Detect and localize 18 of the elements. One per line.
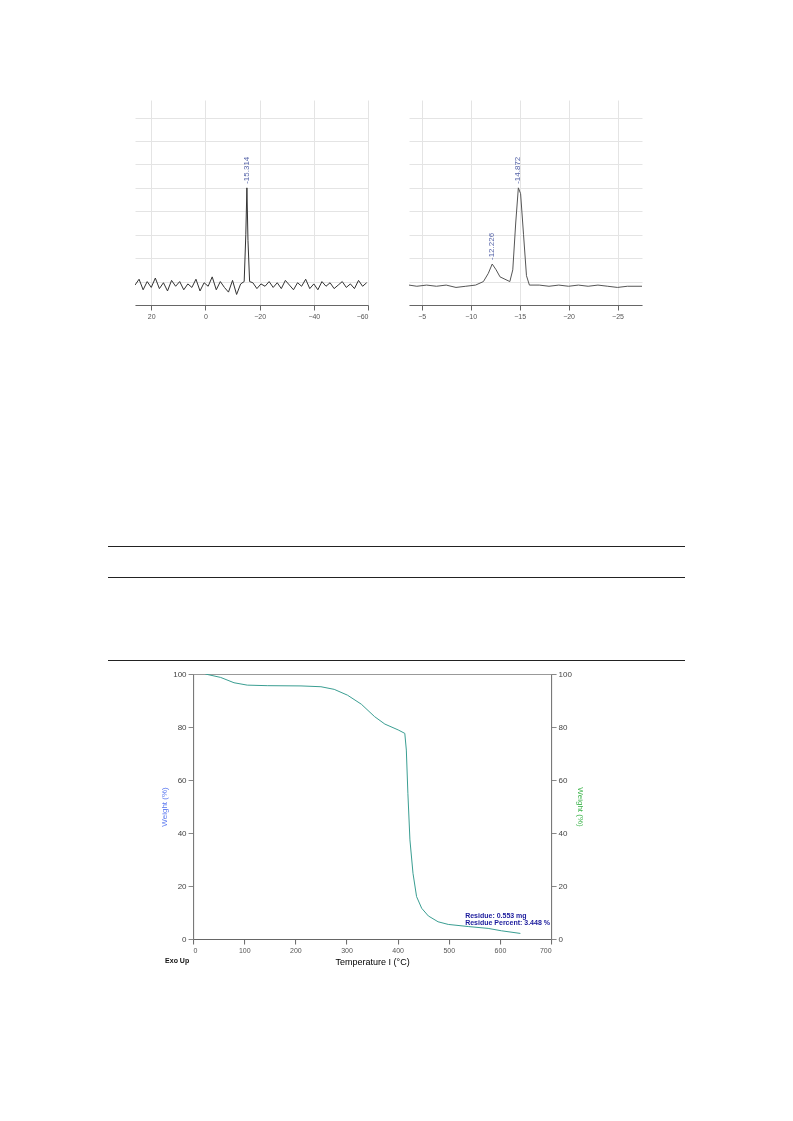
y-tick-label: 40 <box>177 828 188 838</box>
x-axis-title: Temperature I (°C) <box>335 956 410 967</box>
annotation: -12.226 <box>487 232 497 260</box>
y2-tick-label: 80 <box>558 722 569 732</box>
y-tick-label: 20 <box>177 881 188 891</box>
y-tick-label: 0 <box>182 934 188 944</box>
annotation: -14.872 <box>513 156 523 184</box>
annotation: -15.314 <box>241 156 251 184</box>
y-tick-label: 60 <box>177 775 188 785</box>
y2-tick-label: 0 <box>558 934 564 944</box>
y2-tick-label: 20 <box>558 881 569 891</box>
y-tick-label: 100 <box>173 669 188 679</box>
y2-tick-label: 40 <box>558 828 569 838</box>
y-axis-title: Weight (%) <box>160 786 170 827</box>
y2-tick-label: 100 <box>558 669 573 679</box>
y2-tick-label: 60 <box>558 775 569 785</box>
y-tick-label: 80 <box>177 722 188 732</box>
y2-axis-title: Weight (%) <box>575 787 585 828</box>
